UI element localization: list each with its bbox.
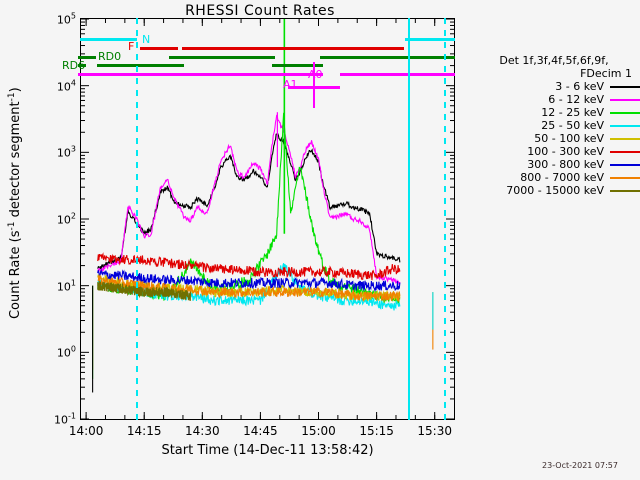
legend-entry[interactable]: 12 - 25 keV [468, 106, 640, 119]
page-title: RHESSI Count Rates [185, 3, 335, 19]
legend: Det 1f,3f,4f,5f,6f,9f, FDecim 1 3 - 6 ke… [468, 54, 640, 197]
legend-entry[interactable]: 100 - 300 keV [468, 145, 640, 158]
x-tick-label: 15:15 [359, 424, 394, 438]
flare-bar-2 [182, 47, 404, 50]
x-tick-label: 14:45 [243, 424, 278, 438]
rd6-label: RD6 [62, 59, 86, 72]
attenuator-bar-1 [78, 73, 323, 76]
legend-entry-label: 100 - 300 keV [527, 145, 604, 158]
data-curves [92, 19, 434, 393]
legend-entry-label: 6 - 12 keV [548, 93, 604, 106]
y-tick-label: 105 [56, 11, 76, 27]
series-line [97, 268, 401, 293]
legend-entries: 3 - 6 keV 6 - 12 keV 12 - 25 keV 25 - 50 ke… [468, 80, 640, 197]
render-timestamp: 23-Oct-2021 07:57 [542, 461, 618, 470]
night-bar-1 [80, 38, 137, 41]
legend-color-swatch [610, 85, 640, 88]
legend-entry-label: 50 - 100 keV [534, 132, 604, 145]
legend-header-line2: FDecim 1 [580, 67, 632, 80]
legend-color-swatch [610, 111, 640, 114]
legend-entry[interactable]: 7000 - 15000 keV [468, 184, 640, 197]
flare-label: F [128, 40, 135, 53]
flare-bar-1 [140, 47, 178, 50]
attenuator-bar-2 [340, 73, 455, 76]
night-bar-2 [405, 38, 455, 41]
rd6-bar-1 [97, 64, 184, 67]
legend-entry[interactable]: 50 - 100 keV [468, 132, 640, 145]
rd0-bar-1 [169, 56, 275, 59]
y-tick-label: 10-1 [54, 411, 76, 427]
legend-entry[interactable]: 800 - 7000 keV [468, 171, 640, 184]
legend-color-swatch [610, 137, 640, 140]
y-tick-label: 104 [56, 78, 76, 93]
legend-color-swatch [610, 163, 640, 166]
legend-color-swatch [610, 98, 640, 101]
rd0-bar-0 [78, 56, 96, 59]
legend-entry[interactable]: 6 - 12 keV [468, 93, 640, 106]
rd0-label: RD0 [98, 50, 122, 63]
legend-entry[interactable]: 300 - 800 keV [468, 158, 640, 171]
legend-entry-label: 12 - 25 keV [541, 106, 604, 119]
y-tick-label: 100 [56, 345, 76, 360]
series-line [97, 133, 401, 271]
rd6-bar-2 [272, 64, 323, 67]
series-line [97, 252, 401, 281]
legend-color-swatch [610, 176, 640, 179]
a0-label: A0 [308, 68, 323, 81]
legend-color-swatch [610, 189, 640, 192]
y-axis-ticks: 105 104 103 102 101 100 10-1 [0, 12, 76, 427]
legend-entry[interactable]: 25 - 50 keV [468, 119, 640, 132]
rd0-bar-2 [320, 56, 455, 59]
y-tick-label: 101 [56, 278, 76, 293]
attenuator-change-line [313, 62, 315, 108]
legend-entry-label: 7000 - 15000 keV [506, 184, 604, 197]
y-tick-label: 103 [56, 145, 76, 160]
night-label: N [142, 33, 151, 46]
a1-label: A1 [283, 78, 298, 91]
legend-color-swatch [610, 150, 640, 153]
legend-entry[interactable]: 3 - 6 keV [468, 80, 640, 93]
y-tick-label: 102 [56, 211, 76, 227]
legend-entry-label: 3 - 6 keV [555, 80, 604, 93]
x-tick-label: 14:15 [126, 424, 162, 438]
series-line [97, 274, 401, 303]
x-tick-label: 14:30 [185, 424, 220, 438]
legend-entry-label: 300 - 800 keV [527, 158, 604, 171]
axis-tick-marks [81, 19, 454, 419]
legend-entry-label: 800 - 7000 keV [520, 171, 604, 184]
legend-entry-label: 25 - 50 keV [541, 119, 604, 132]
night-start-dashed [136, 18, 138, 420]
legend-color-swatch [610, 124, 640, 127]
x-tick-label: 15:30 [417, 424, 452, 438]
plot-area[interactable] [80, 18, 455, 420]
x-tick-label: 15:00 [301, 424, 336, 438]
legend-header-line1: Det 1f,3f,4f,5f,6f,9f, [499, 54, 609, 67]
night-end-dashed [444, 18, 446, 420]
rd6-bar-0 [78, 64, 86, 67]
x-tick-label: 14:00 [68, 424, 104, 438]
x-axis-label: Start Time (14-Dec-11 13:58:42) [161, 443, 374, 458]
series-line [97, 114, 401, 285]
night-end-solid [408, 18, 410, 420]
series-line [97, 281, 192, 301]
